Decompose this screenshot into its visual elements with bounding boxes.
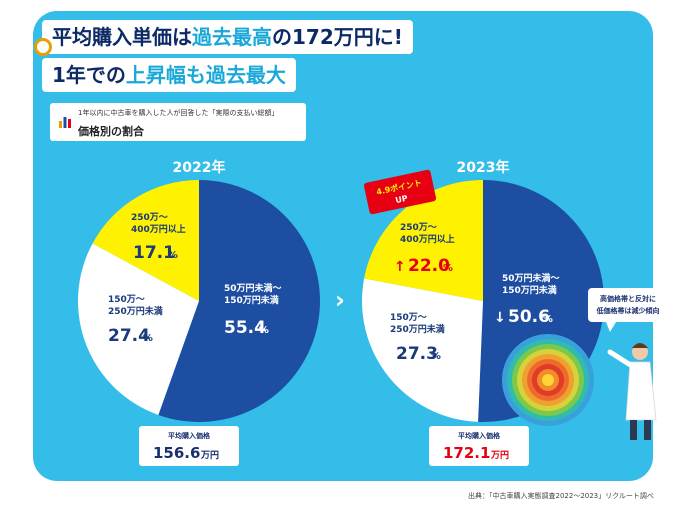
slice-value: 50.6 bbox=[508, 307, 550, 327]
presenter-arm bbox=[607, 349, 635, 369]
slice-unit: % bbox=[168, 250, 178, 261]
legend-title: 価格別の割合 bbox=[78, 125, 144, 138]
headline-line-1-highlight: 過去最高 bbox=[192, 25, 272, 49]
slice-label-line-2: 150万円未満 bbox=[224, 294, 279, 306]
speech-bubble bbox=[588, 288, 668, 322]
headline-line-2: 1年での上昇幅も過去最大 bbox=[42, 58, 296, 92]
legend-subtitle: 1年以内に中古車を購入した人が回答した「実際の支払い総額」 bbox=[78, 109, 279, 117]
slice-unit: % bbox=[443, 263, 453, 274]
bubble-line-1: 高価格帯と反対に bbox=[600, 294, 656, 303]
slice-value: 27.4 bbox=[108, 326, 150, 346]
headline-line-1-post: の172万円に! bbox=[272, 25, 403, 49]
presenter-figure bbox=[607, 343, 657, 440]
chart-title: 2023年 bbox=[457, 159, 510, 176]
slice-unit: % bbox=[431, 351, 441, 362]
slice-label-line-2: 150万円未満 bbox=[502, 284, 557, 296]
slice-label-line-1: 150万～ bbox=[390, 312, 427, 323]
source-note: 出典：「中古車購入実態調査2022～2023」リクルート調べ bbox=[468, 492, 654, 500]
slice-unit: % bbox=[143, 333, 153, 344]
slice-label-line-2: 400万円以上 bbox=[400, 233, 455, 245]
presenter-coat bbox=[625, 361, 657, 421]
change-arrow-icon: ↑ bbox=[394, 259, 406, 275]
slice-unit: % bbox=[259, 325, 269, 336]
slice-label-line-1: 50万円未満～ bbox=[502, 272, 560, 284]
badge-bg bbox=[363, 169, 437, 215]
slice-label-line-2: 250万円未満 bbox=[390, 323, 445, 335]
chart-title: 2022年 bbox=[173, 159, 226, 176]
slice-unit: % bbox=[543, 314, 553, 325]
decor-ring bbox=[542, 374, 554, 386]
price-label: 平均購入価格 bbox=[458, 431, 501, 440]
slice-value: 17.1 bbox=[133, 243, 175, 263]
headline-line-2-highlight: 上昇幅も過去最大 bbox=[125, 63, 286, 87]
price-unit: 万円 bbox=[200, 450, 219, 461]
price-label: 平均購入価格 bbox=[168, 431, 211, 440]
presenter-hair bbox=[632, 343, 648, 348]
next-arrow-icon: › bbox=[335, 286, 345, 314]
price-value: 156.6 bbox=[153, 444, 200, 462]
speech-bubble-tail bbox=[606, 322, 616, 332]
slice-value: 55.4 bbox=[224, 318, 266, 338]
bar-chart-icon bbox=[59, 117, 71, 128]
slice-label-line-1: 250万～ bbox=[400, 222, 437, 233]
legend-box: 1年以内に中古車を購入した人が回答した「実際の支払い総額」 価格別の割合 bbox=[50, 103, 306, 141]
change-arrow-icon: ↓ bbox=[494, 310, 506, 326]
presenter-leg-right bbox=[644, 420, 651, 440]
bubble-line-2: 低価格帯は減少傾向 bbox=[596, 306, 660, 315]
badge-line-2: UP bbox=[395, 194, 409, 205]
slice-value: 22.0 bbox=[408, 256, 450, 276]
slice-label-line-1: 50万円未満～ bbox=[224, 282, 282, 294]
headline-line-2-pre: 1年での bbox=[52, 63, 126, 87]
search-icon bbox=[34, 38, 52, 56]
pie-slice bbox=[92, 180, 199, 301]
price-box bbox=[139, 426, 239, 466]
presenter-leg-left bbox=[630, 420, 637, 440]
slice-label-line-2: 250万円未満 bbox=[108, 305, 163, 317]
pie-slice bbox=[364, 180, 483, 301]
price-value: 172.1 bbox=[443, 444, 490, 462]
price-unit: 万円 bbox=[490, 450, 509, 461]
headline-line-1: 平均購入単価は過去最高の172万円に! bbox=[34, 20, 413, 56]
slice-label-line-1: 150万～ bbox=[108, 294, 145, 305]
slice-label-line-2: 400万円以上 bbox=[131, 223, 186, 235]
headline: 平均購入単価は過去最高の172万円に! 1年での上昇幅も過去最大 bbox=[34, 20, 422, 94]
slice-label-line-1: 250万～ bbox=[131, 212, 168, 223]
pie-slice bbox=[77, 243, 199, 415]
slice-value: 27.3 bbox=[396, 344, 438, 364]
pie-slice bbox=[158, 180, 320, 422]
price-box bbox=[429, 426, 529, 466]
headline-line-1-pre: 平均購入単価は bbox=[52, 25, 192, 49]
pie-slice bbox=[361, 278, 483, 422]
